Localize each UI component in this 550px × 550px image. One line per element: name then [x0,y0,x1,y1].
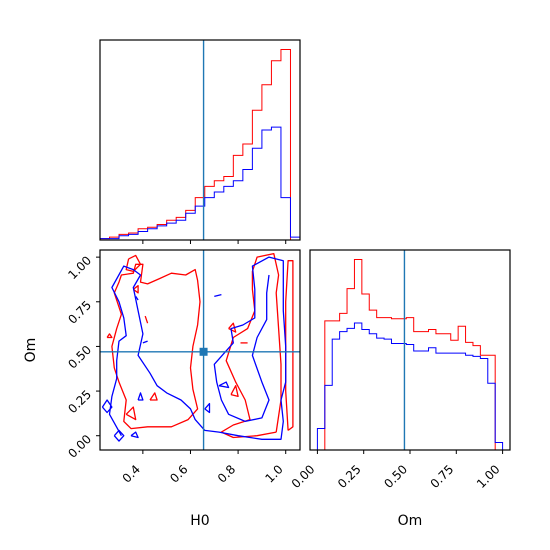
blue-contour-0 [108,256,287,440]
h0-histogram-series [99,49,301,241]
joint-contour-lines [101,252,294,442]
red-contour-9 [144,315,149,324]
blue-contour-5 [204,402,211,414]
h0-histogram-red [99,49,300,241]
x-axis-label-om: Om [398,513,423,529]
blue-contour-9 [142,340,148,344]
red-contour-0 [111,263,201,430]
h0-histogram-blue [99,126,301,240]
om-histogram-series [316,259,504,451]
om-histogram-blue [316,322,504,450]
om-histogram-red [317,259,503,451]
red-contour-10 [230,385,239,398]
h0-marginal-frame [99,39,301,241]
red-contour-7 [132,285,139,294]
blue-contour-4 [137,392,144,401]
blue-contour-2 [113,429,125,442]
h0-marginal-ticks [142,240,287,244]
blue-contour-7 [218,381,230,389]
red-contour-4 [106,333,113,339]
om-marginal-panel: 0.00 0.25 0.50 0.75 1.00 Om [289,249,511,529]
blue-contour-1 [101,399,113,414]
blue-contour-6 [214,293,222,298]
joint-truth-marker [199,347,208,356]
x-axis-label-h0: H0 [190,513,209,529]
red-contour-5 [125,406,137,421]
red-contour-6 [149,392,158,401]
h0-marginal-panel [99,39,301,244]
joint-frame [99,249,301,451]
blue-contour-3 [130,431,139,439]
blue-contour-8 [135,296,139,301]
y-axis-label-om: Om [23,338,39,363]
